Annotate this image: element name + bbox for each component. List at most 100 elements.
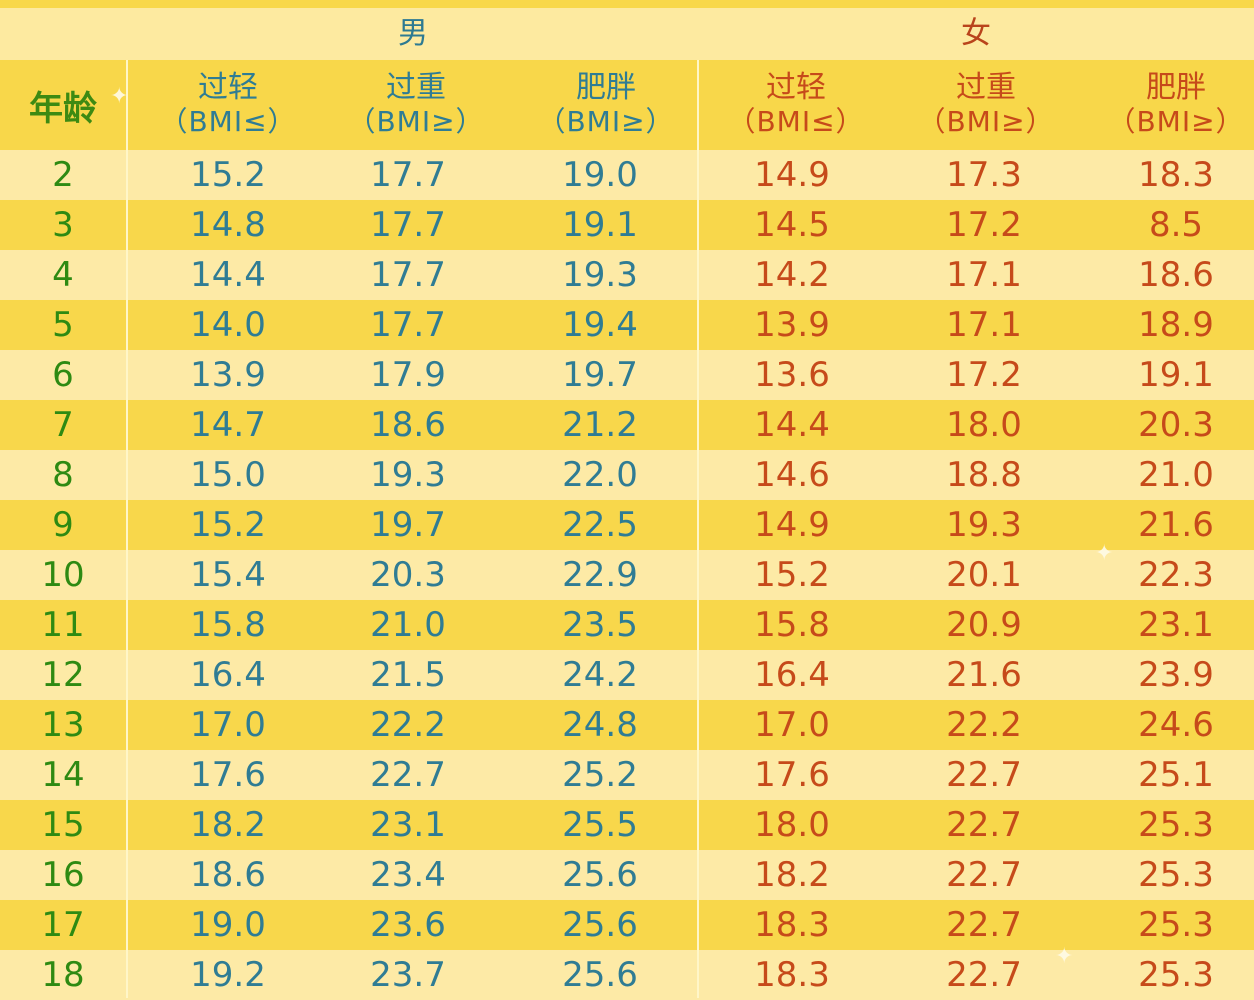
table-row: 7 14.7 18.6 21.2 14.4 18.0 20.3 — [0, 400, 1254, 450]
table-row: 2 15.2 17.7 19.0 14.9 17.3 18.3 — [0, 150, 1254, 200]
gender-header-female: 女 — [961, 16, 991, 51]
male-overweight-cell: 17.7 — [370, 305, 446, 345]
female-overweight-cell: 22.7 — [946, 805, 1022, 845]
female-obese-cell: 25.3 — [1138, 855, 1214, 895]
female-obese-cell: 21.6 — [1138, 505, 1214, 545]
table-row: 9 15.2 19.7 22.5 14.9 19.3 21.6 — [0, 500, 1254, 550]
age-cell: 10 — [41, 555, 85, 595]
female-obese-cell: 25.3 — [1138, 805, 1214, 845]
male-obese-cell: 25.6 — [562, 955, 638, 995]
male-overweight-cell: 21.0 — [370, 605, 446, 645]
header-sublabel: （BMI≥） — [347, 105, 485, 138]
female-overweight-cell: 22.7 — [946, 755, 1022, 795]
age-cell: 15 — [41, 805, 85, 845]
female-underweight-cell: 14.9 — [754, 155, 830, 195]
column-header-female-underweight: 过轻 （BMI≤） — [696, 60, 896, 150]
female-obese-cell: 19.1 — [1138, 355, 1214, 395]
female-overweight-cell: 22.7 — [946, 905, 1022, 945]
age-cell: 4 — [52, 255, 74, 295]
female-obese-cell: 18.9 — [1138, 305, 1214, 345]
male-underweight-cell: 19.0 — [190, 905, 266, 945]
female-obese-cell: 25.3 — [1138, 955, 1214, 995]
female-overweight-cell: 17.2 — [946, 355, 1022, 395]
sparkle-icon: ✦ — [1095, 541, 1114, 566]
female-obese-cell: 21.0 — [1138, 455, 1214, 495]
male-obese-cell: 19.3 — [562, 255, 638, 295]
male-underweight-cell: 17.6 — [190, 755, 266, 795]
male-obese-cell: 19.4 — [562, 305, 638, 345]
header-sublabel: （BMI≤） — [727, 105, 865, 138]
female-overweight-cell: 18.8 — [946, 455, 1022, 495]
male-underweight-cell: 18.6 — [190, 855, 266, 895]
female-underweight-cell: 15.8 — [754, 605, 830, 645]
female-overweight-cell: 22.2 — [946, 705, 1022, 745]
female-overweight-cell: 22.7 — [946, 855, 1022, 895]
female-obese-cell: 8.5 — [1148, 205, 1204, 245]
female-underweight-cell: 17.0 — [754, 705, 830, 745]
column-header-male-overweight: 过重 （BMI≥） — [316, 60, 516, 150]
male-overweight-cell: 22.2 — [370, 705, 446, 745]
male-underweight-cell: 15.2 — [190, 505, 266, 545]
male-obese-cell: 25.2 — [562, 755, 638, 795]
male-overweight-cell: 23.6 — [370, 905, 446, 945]
header-label: 过轻 — [766, 70, 826, 105]
female-underweight-cell: 14.4 — [754, 405, 830, 445]
male-overweight-cell: 19.7 — [370, 505, 446, 545]
male-obese-cell: 19.0 — [562, 155, 638, 195]
male-underweight-cell: 16.4 — [190, 655, 266, 695]
female-overweight-cell: 17.3 — [946, 155, 1022, 195]
male-underweight-cell: 14.7 — [190, 405, 266, 445]
female-underweight-cell: 14.2 — [754, 255, 830, 295]
table-row: 3 14.8 17.7 19.1 14.5 17.2 8.5 — [0, 200, 1254, 250]
male-obese-cell: 23.5 — [562, 605, 638, 645]
female-underweight-cell: 16.4 — [754, 655, 830, 695]
male-obese-cell: 25.6 — [562, 905, 638, 945]
header-label: 过重 — [386, 70, 446, 105]
female-obese-cell: 25.3 — [1138, 905, 1214, 945]
header-label: 肥胖 — [576, 70, 636, 105]
female-overweight-cell: 18.0 — [946, 405, 1022, 445]
male-underweight-cell: 15.2 — [190, 155, 266, 195]
male-obese-cell: 19.1 — [562, 205, 638, 245]
female-underweight-cell: 18.3 — [754, 905, 830, 945]
female-underweight-cell: 13.9 — [754, 305, 830, 345]
female-underweight-cell: 14.6 — [754, 455, 830, 495]
male-underweight-cell: 18.2 — [190, 805, 266, 845]
header-sublabel: （BMI≤） — [159, 105, 297, 138]
female-underweight-cell: 17.6 — [754, 755, 830, 795]
male-underweight-cell: 14.0 — [190, 305, 266, 345]
age-cell: 16 — [41, 855, 85, 895]
column-header-female-overweight: 过重 （BMI≥） — [886, 60, 1086, 150]
age-cell: 8 — [52, 455, 74, 495]
male-obese-cell: 24.8 — [562, 705, 638, 745]
header-sublabel: （BMI≥） — [917, 105, 1055, 138]
table-row: 6 13.9 17.9 19.7 13.6 17.2 19.1 — [0, 350, 1254, 400]
male-overweight-cell: 22.7 — [370, 755, 446, 795]
column-header-male-underweight: 过轻 （BMI≤） — [128, 60, 328, 150]
male-underweight-cell: 14.8 — [190, 205, 266, 245]
male-underweight-cell: 13.9 — [190, 355, 266, 395]
male-overweight-cell: 23.4 — [370, 855, 446, 895]
column-header-male-obese: 肥胖 （BMI≥） — [506, 60, 706, 150]
table-row: 16 18.6 23.4 25.6 18.2 22.7 25.3 — [0, 850, 1254, 900]
female-overweight-cell: 20.9 — [946, 605, 1022, 645]
female-overweight-cell: 21.6 — [946, 655, 1022, 695]
male-obese-cell: 24.2 — [562, 655, 638, 695]
male-overweight-cell: 19.3 — [370, 455, 446, 495]
female-overweight-cell: 17.1 — [946, 305, 1022, 345]
male-overweight-cell: 17.7 — [370, 255, 446, 295]
male-overweight-cell: 20.3 — [370, 555, 446, 595]
female-overweight-cell: 19.3 — [946, 505, 1022, 545]
female-obese-cell: 23.9 — [1138, 655, 1214, 695]
age-cell: 6 — [52, 355, 74, 395]
table-row: 10 15.4 20.3 22.9 15.2 20.1 22.3 — [0, 550, 1254, 600]
female-overweight-cell: 17.1 — [946, 255, 1022, 295]
male-obese-cell: 21.2 — [562, 405, 638, 445]
female-obese-cell: 24.6 — [1138, 705, 1214, 745]
table-row: 4 14.4 17.7 19.3 14.2 17.1 18.6 — [0, 250, 1254, 300]
column-header-row — [0, 60, 1254, 150]
header-label: 过轻 — [198, 70, 258, 105]
table-row: 14 17.6 22.7 25.2 17.6 22.7 25.1 — [0, 750, 1254, 800]
male-overweight-cell: 18.6 — [370, 405, 446, 445]
